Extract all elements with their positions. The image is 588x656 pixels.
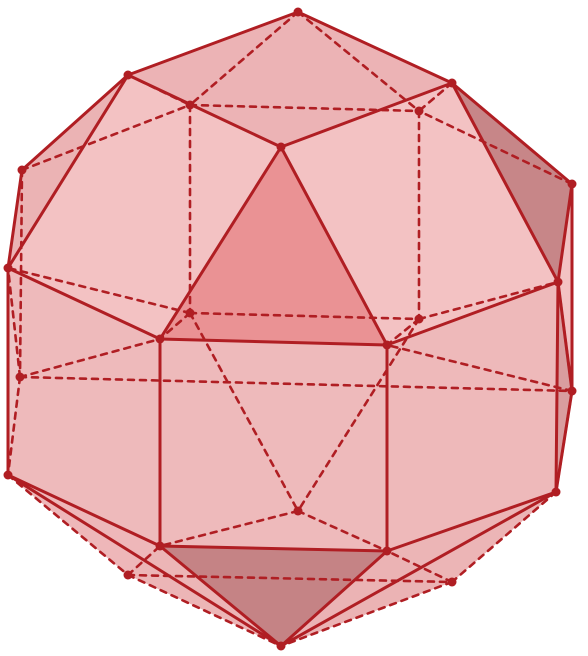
edge-12 bbox=[158, 337, 389, 347]
vertex-cr bbox=[382, 340, 392, 350]
edge-11 bbox=[279, 145, 389, 347]
edge-8 bbox=[450, 81, 560, 284]
vertex-l1 bbox=[17, 165, 27, 175]
hidden-edge-32 bbox=[279, 580, 454, 648]
edge-13 bbox=[6, 266, 162, 341]
hidden-edge-23 bbox=[296, 317, 421, 513]
vertex-sl bbox=[185, 308, 195, 318]
edge-2 bbox=[126, 73, 283, 149]
vertex-ir bbox=[414, 106, 424, 116]
edge-7 bbox=[450, 81, 574, 186]
hidden-edge-28 bbox=[126, 573, 283, 648]
face-front-square bbox=[160, 339, 387, 551]
hidden-edge-14 bbox=[18, 168, 24, 379]
edge-6 bbox=[6, 168, 24, 270]
hidden-edge-9 bbox=[417, 109, 574, 186]
vertex-c bbox=[276, 142, 286, 152]
face-right-lower-tri bbox=[556, 282, 572, 492]
hidden-edge-27 bbox=[126, 544, 162, 577]
hidden-edge-18 bbox=[18, 337, 162, 379]
vertex-l2 bbox=[15, 372, 25, 382]
hidden-edge-4 bbox=[188, 10, 300, 107]
face-left-square bbox=[8, 268, 160, 546]
vertex-br bbox=[382, 546, 392, 556]
vertex-rm bbox=[553, 277, 563, 287]
hidden-edge-21 bbox=[385, 343, 574, 393]
edge-19 bbox=[556, 280, 574, 393]
hidden-edge-25 bbox=[296, 509, 389, 553]
vertex-bl bbox=[155, 541, 165, 551]
edge-22 bbox=[554, 280, 560, 494]
vertex-cl bbox=[155, 334, 165, 344]
edge-25 bbox=[158, 544, 283, 648]
hidden-edge-5 bbox=[296, 10, 421, 113]
edge-28 bbox=[279, 490, 558, 648]
edge-0 bbox=[126, 10, 300, 77]
hidden-edge-17 bbox=[6, 375, 22, 477]
vertex-r3 bbox=[551, 487, 561, 497]
vertex-r2 bbox=[567, 386, 577, 396]
vertex-bll bbox=[123, 570, 133, 580]
edge-4 bbox=[20, 73, 130, 172]
edge-9 bbox=[556, 182, 574, 284]
hidden-edge-22 bbox=[188, 311, 300, 513]
face-right-square bbox=[387, 282, 558, 551]
hidden-edge-8 bbox=[20, 103, 192, 172]
hidden-edge-26 bbox=[6, 473, 130, 577]
vertex-bot bbox=[276, 641, 286, 651]
vertex-ur bbox=[447, 78, 457, 88]
vertex-top bbox=[293, 7, 303, 17]
vertex-ul bbox=[123, 70, 133, 80]
hidden-edge-11 bbox=[417, 280, 560, 321]
vertex-brr bbox=[447, 577, 457, 587]
edge-21 bbox=[554, 389, 574, 494]
hidden-edge-16 bbox=[6, 266, 22, 379]
hidden-edge-24 bbox=[158, 509, 300, 548]
edge-3 bbox=[279, 81, 454, 149]
edge-1 bbox=[296, 10, 454, 85]
vertex-sr bbox=[414, 314, 424, 324]
hidden-edge-3 bbox=[188, 311, 421, 321]
edge-27 bbox=[6, 473, 283, 648]
vertex-r1 bbox=[567, 179, 577, 189]
hidden-edge-10 bbox=[6, 266, 192, 315]
face-left-lower-tri bbox=[8, 268, 20, 475]
edge-24 bbox=[385, 490, 558, 553]
vertex-b2 bbox=[293, 506, 303, 516]
hidden-edge-7 bbox=[417, 81, 454, 113]
edge-10 bbox=[158, 145, 283, 341]
face-bottom-tri bbox=[160, 546, 387, 646]
vertex-il bbox=[185, 100, 195, 110]
vertex-lm bbox=[3, 263, 13, 273]
vertex-l3 bbox=[3, 470, 13, 480]
hidden-edge-30 bbox=[450, 490, 558, 584]
edge-5 bbox=[6, 73, 130, 270]
face-right-upper-tri bbox=[452, 83, 572, 282]
edge-14 bbox=[385, 280, 560, 347]
hidden-edge-33 bbox=[18, 375, 574, 393]
hidden-edge-31 bbox=[385, 549, 454, 584]
edge-17 bbox=[158, 544, 389, 553]
edge-26 bbox=[279, 549, 389, 648]
edge-23 bbox=[6, 473, 162, 548]
face-center-tri bbox=[160, 147, 387, 345]
hidden-edge-12 bbox=[158, 311, 192, 341]
hidden-edge-13 bbox=[385, 317, 421, 347]
